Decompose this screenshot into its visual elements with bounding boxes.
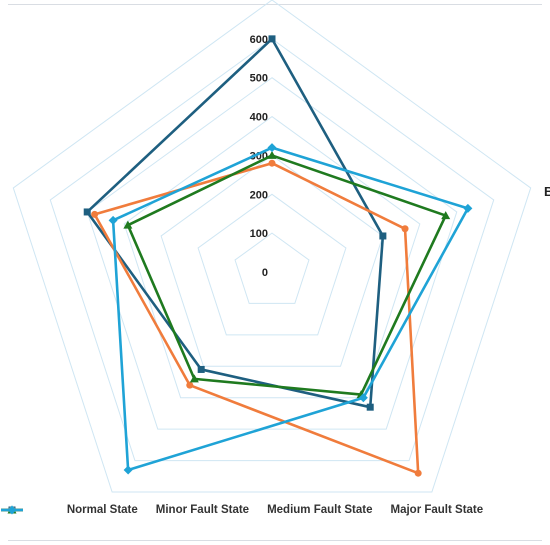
grid-ring-400: [123, 115, 421, 399]
data-point: [108, 215, 118, 225]
r-tick-label: 0: [262, 267, 268, 279]
grid-ring-300: [160, 154, 384, 367]
grid-ring-100: [234, 232, 310, 304]
r-tick-label: 400: [250, 112, 268, 124]
r-tick-label: 100: [250, 228, 268, 240]
r-tick-label: 200: [250, 189, 268, 201]
data-point: [91, 210, 99, 218]
legend-item: Medium Fault State: [1, 504, 373, 516]
data-point: [83, 208, 91, 216]
data-point: [123, 220, 133, 229]
data-point: [267, 150, 277, 159]
legend-swatch: [1, 505, 23, 515]
data-point: [268, 159, 276, 167]
data-point: [123, 465, 133, 475]
r-tick-label: 500: [250, 73, 268, 85]
data-point: [358, 393, 368, 403]
data-point: [189, 374, 199, 383]
data-point: [267, 143, 277, 153]
legend-label: Major Fault State: [390, 504, 484, 516]
data-point: [463, 203, 473, 213]
legend-label: Minor Fault State: [155, 504, 250, 516]
legend-item: Normal State: [1, 504, 138, 516]
legend-label: Normal State: [66, 504, 138, 516]
data-point: [186, 381, 194, 389]
radar-chart: 0100200300400500600ABCDE: [12, 0, 550, 493]
axis-label-B: B: [544, 184, 550, 199]
data-point: [441, 211, 451, 220]
data-point: [414, 469, 422, 477]
grid-ring-700: [12, 0, 532, 493]
grid-ring-500: [86, 77, 458, 430]
legend-label: Medium Fault State: [267, 504, 373, 516]
series-line-2: [126, 154, 447, 396]
data-point: [268, 35, 276, 43]
data-point: [197, 365, 205, 373]
grid-ring-200: [197, 193, 347, 336]
series-line-1: [93, 161, 420, 475]
legend-item: Minor Fault State: [1, 504, 250, 516]
series-line-3: [111, 146, 470, 472]
legend: Normal State Minor Fault State Medium Faul…: [0, 504, 550, 516]
data-point: [401, 225, 409, 233]
data-point: [366, 403, 374, 411]
bottom-divider: [8, 540, 542, 541]
data-point: [379, 232, 387, 240]
top-divider: [8, 4, 542, 5]
grid-ring-600: [49, 38, 495, 462]
legend-item: Major Fault State: [1, 504, 484, 516]
r-tick-label: 600: [250, 34, 268, 46]
